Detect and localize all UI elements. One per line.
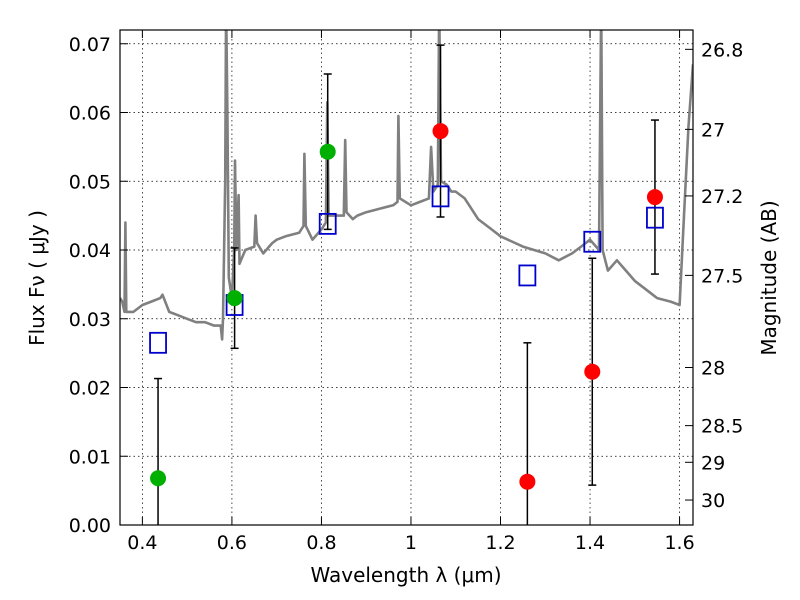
model-square [646,206,664,229]
data-point [319,143,336,160]
y2-axis-title: Magnitude (AB) [757,200,781,355]
data-point [226,290,243,307]
tick-marks [120,30,693,526]
data-point [150,470,167,487]
y-tick-label: 0.04 [69,240,111,262]
data-point [646,189,663,206]
model-square [431,185,450,208]
y-tick-label: 0.00 [69,515,111,537]
y-tick-label: 0.03 [69,309,111,331]
y-tick-label: 0.02 [69,378,111,400]
spectrum-line [120,30,693,341]
model-square [149,331,167,354]
x-tick-label: 1.6 [664,532,694,554]
error-bars [154,44,659,525]
x-tick-label: 1 [405,532,417,554]
magnitude-tick-labels: 26.8 27 27.2 27.5 28 28.5 29 30 [701,39,743,512]
x-tick-label: 1.2 [485,532,515,554]
data-point [519,473,536,490]
model-square [583,230,602,253]
x-axis-title: Wavelength λ (μm) [310,563,501,587]
mag-tick-label: 28.5 [701,416,743,438]
observed-points-layer [150,123,663,490]
y-tick-labels: 0.00 0.01 0.02 0.03 0.04 0.05 0.06 0.07 [69,34,111,537]
mag-tick-label: 27 [701,119,725,141]
x-tick-label: 0.4 [127,532,157,554]
x-tick-label: 1.4 [575,532,605,554]
x-tick-label: 0.6 [217,532,247,554]
mag-tick-label: 26.8 [701,39,743,61]
y-tick-label: 0.06 [69,103,111,125]
mag-tick-label: 30 [701,490,725,512]
mag-tick-label: 28 [701,357,725,379]
spectrum-layer [120,30,693,341]
x-tick-label: 0.8 [306,532,336,554]
y-tick-label: 0.07 [69,34,111,56]
mag-tick-label: 29 [701,452,725,474]
data-point [432,123,449,140]
model-square [518,264,537,287]
y-axis-title: Flux Fν ( μJy ) [25,210,49,346]
y-tick-label: 0.01 [69,446,111,468]
x-tick-labels: 0.4 0.6 0.8 1 1.2 1.4 1.6 [127,532,694,554]
data-point [584,363,601,380]
model-square [318,212,337,235]
plot-frame [119,29,694,526]
grid [120,30,693,526]
mag-tick-label: 27.5 [701,265,743,287]
mag-tick-label: 27.2 [701,186,743,208]
y-tick-label: 0.05 [69,171,111,193]
